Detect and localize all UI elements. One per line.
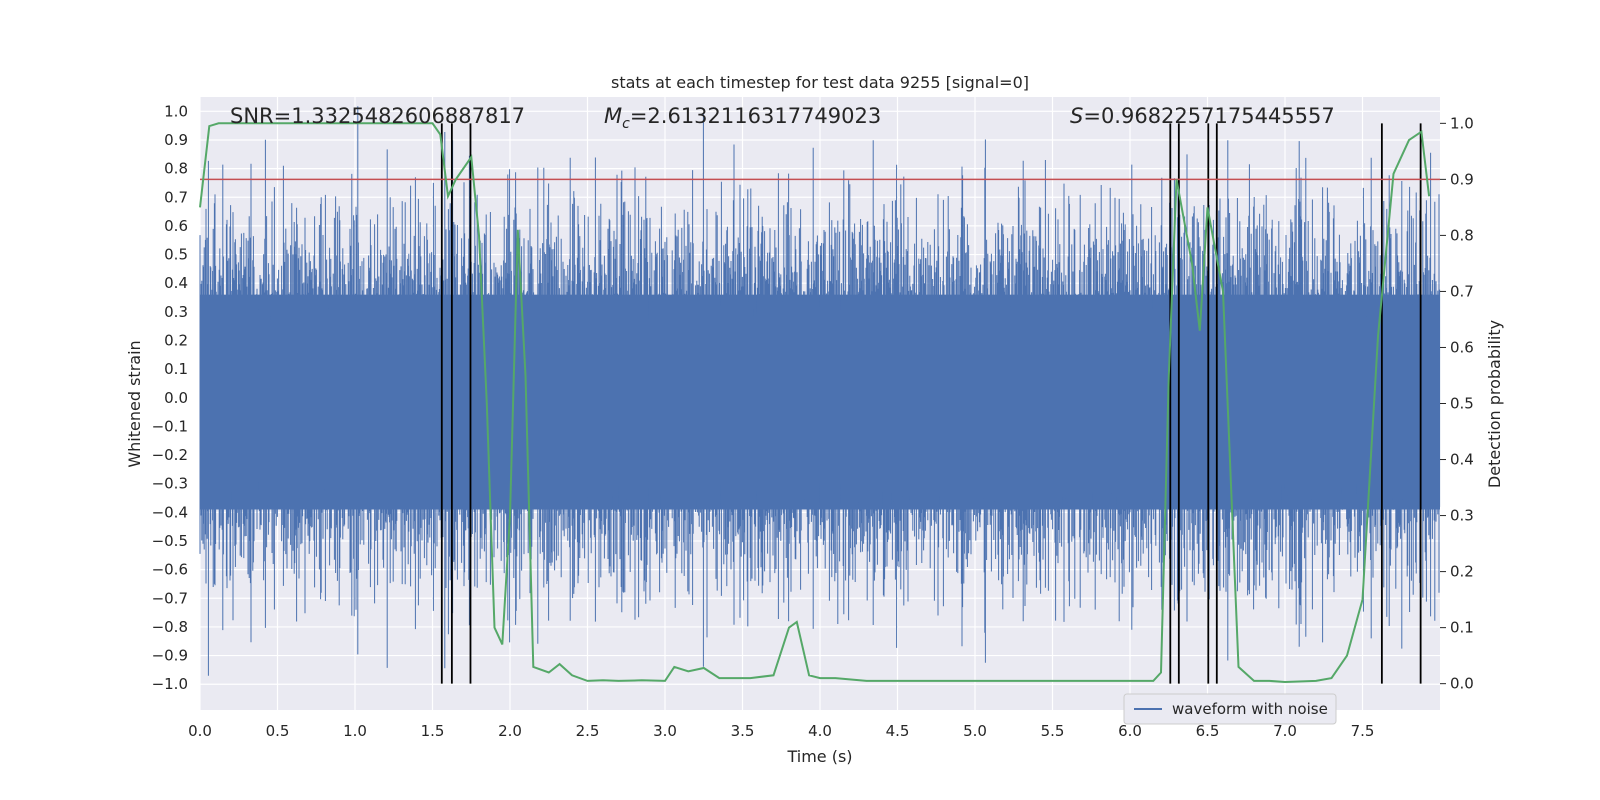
y-tick-label-right: 0.4 (1450, 451, 1474, 469)
y-tick-label-left: −0.7 (152, 589, 188, 607)
x-tick-label: 5.5 (1041, 722, 1065, 740)
y-tick-label-left: −0.8 (152, 618, 188, 636)
x-tick-label: 2.5 (576, 722, 600, 740)
x-tick-label: 1.5 (421, 722, 445, 740)
vertical-markers (440, 123, 1422, 684)
chirp-mass-symbol: M (604, 104, 622, 128)
y-tick-label-left: 0.4 (164, 274, 188, 292)
y-tick-label-left: 0.9 (164, 131, 188, 149)
s-value: =0.9682257175445557 (1083, 104, 1334, 128)
y-tick-label-right: 0.1 (1450, 619, 1474, 637)
y-tick-label-left: −0.9 (152, 647, 188, 665)
x-tick-label: 5.0 (963, 722, 987, 740)
x-tick-label: 3.0 (653, 722, 677, 740)
x-tick-label: 1.0 (343, 722, 367, 740)
series-waveform-with-noise (199, 106, 1441, 676)
x-tick-label: 4.5 (886, 722, 910, 740)
y-tick-label-right: 0.7 (1450, 282, 1474, 300)
waveform-trace (199, 106, 1441, 676)
y-tick-label-right: 0.8 (1450, 226, 1474, 244)
y-tick-label-left: 0.6 (164, 217, 188, 235)
y-tick-label-left: −0.6 (152, 561, 188, 579)
x-tick-label: 0.5 (266, 722, 290, 740)
snr-annotation: SNR=1.3325482606887817 (230, 104, 525, 128)
s-annotation: S=0.9682257175445557 (1070, 104, 1335, 128)
x-tick-label: 7.5 (1351, 722, 1375, 740)
x-tick-label: 0.0 (188, 722, 212, 740)
y-tick-label-right: 0.0 (1450, 675, 1474, 693)
y-tick-label-left: 0.0 (164, 389, 188, 407)
y-tick-label-left: −0.5 (152, 532, 188, 550)
x-tick-label: 7.0 (1273, 722, 1297, 740)
chirp-mass-annotation: Mc=2.6132116317749023 (604, 104, 881, 132)
y-tick-label-left: −0.1 (152, 417, 188, 435)
x-tick-label: 3.5 (731, 722, 755, 740)
y-tick-label-left: −0.3 (152, 475, 188, 493)
axes: 0.0 0.5 1.0 1.5 2.0 2.5 3.0 3.5 4.0 4.5 5.0 5.5 6.0 6… (152, 102, 1474, 740)
x-tick-label: 6.5 (1196, 722, 1220, 740)
legend: waveform with noise (1123, 693, 1337, 725)
y-tick-label-left: 0.8 (164, 160, 188, 178)
y-tick-label-right: 0.6 (1450, 338, 1474, 356)
y-tick-label-left: 0.3 (164, 303, 188, 321)
series-detection-probability (199, 122, 1431, 684)
y-tick-label-right: 0.5 (1450, 395, 1474, 413)
chart-title: stats at each timestep for test data 925… (611, 73, 1029, 92)
y-tick-label-left: −1.0 (152, 675, 188, 693)
chirp-mass-value: =2.6132116317749023 (630, 104, 881, 128)
x-axis-label: Time (s) (786, 747, 852, 766)
detection-probability-line (199, 122, 1431, 684)
y-tick-label-left: 0.1 (164, 360, 188, 378)
s-symbol: S (1070, 104, 1083, 128)
y-tick-label-left: −0.2 (152, 446, 188, 464)
x-tick-label: 2.0 (498, 722, 522, 740)
y-tick-label-right: 0.9 (1450, 170, 1474, 188)
legend-label-waveform: waveform with noise (1172, 700, 1328, 718)
y-tick-label-left: 1.0 (164, 102, 188, 120)
y-axis-label-left: Whitened strain (125, 340, 144, 467)
y-tick-label-left: 0.2 (164, 331, 188, 349)
y-tick-label-right: 0.2 (1450, 563, 1474, 581)
y-tick-label-left: −0.4 (152, 503, 188, 521)
y-tick-label-right: 1.0 (1450, 114, 1474, 132)
chirp-mass-subscript: c (622, 116, 630, 132)
y-tick-label-left: 0.5 (164, 246, 188, 264)
y-tick-label-right: 0.3 (1450, 507, 1474, 525)
legend-box (1123, 693, 1337, 725)
x-tick-label: 6.0 (1118, 722, 1142, 740)
x-tick-label: 4.0 (808, 722, 832, 740)
y-tick-label-left: 0.7 (164, 188, 188, 206)
y-axis-label-right: Detection probability (1485, 320, 1504, 488)
